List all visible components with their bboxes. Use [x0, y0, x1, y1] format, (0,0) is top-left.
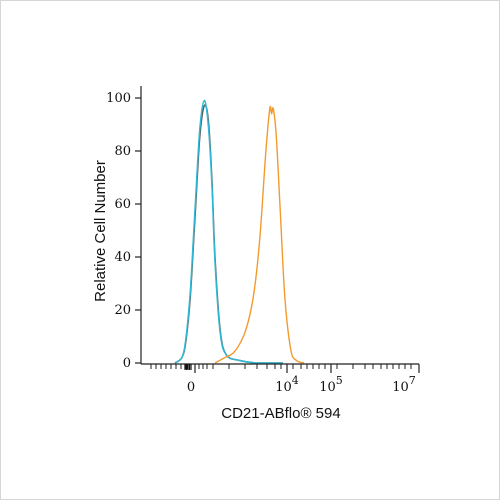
y-axis-label: Relative Cell Number	[92, 160, 109, 302]
y-tick-label: 100	[106, 91, 131, 106]
x-tick-exponent: 7	[409, 374, 416, 387]
x-tick-label: 107	[392, 374, 416, 395]
y-tick-label: 80	[114, 144, 131, 159]
x-tick-label: 105	[319, 374, 343, 395]
y-tick-label: 60	[114, 197, 131, 212]
x-tick-exponent: 4	[292, 374, 299, 387]
y-tick-label: 40	[114, 250, 131, 265]
isotype-curve	[174, 99, 283, 364]
x-tick-label: 104	[275, 374, 299, 395]
cd21-curve	[214, 105, 305, 364]
x-tick-exponent: 5	[336, 374, 343, 387]
y-tick-label: 20	[114, 303, 131, 318]
x-axis-label: CD21-ABflo® 594	[221, 405, 340, 422]
y-tick-label: 0	[123, 356, 131, 371]
x-tick-label: 0	[187, 380, 195, 395]
